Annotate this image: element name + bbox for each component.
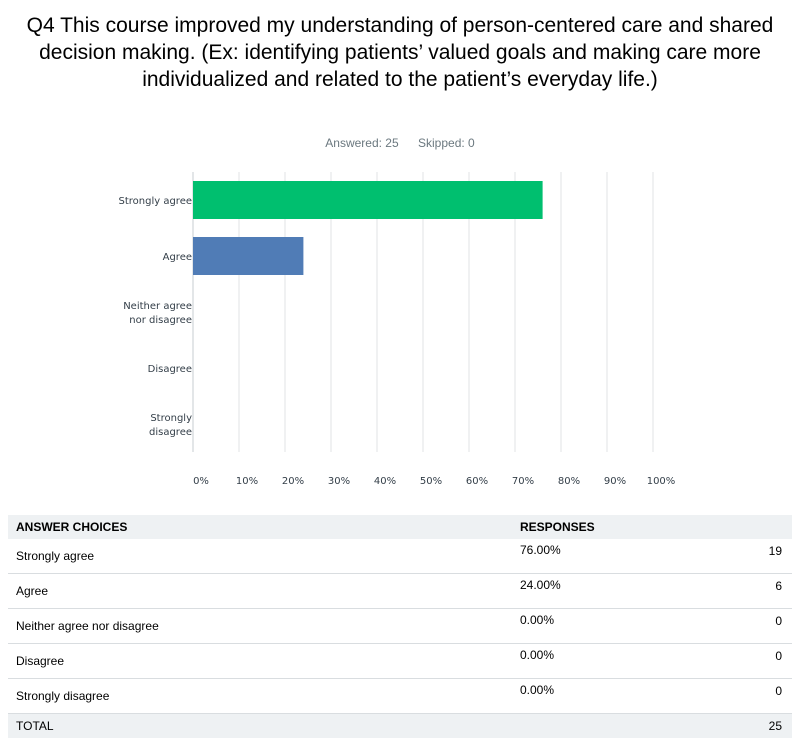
answer-choices-header: ANSWER CHOICES [8,515,512,539]
table-row: Agree 24.00% 6 [8,574,792,609]
x-tick-label: 50% [420,476,442,487]
x-tick-label: 80% [558,476,580,487]
table-row: Strongly disagree 0.00% 0 [8,679,792,714]
table-header-row: ANSWER CHOICES RESPONSES [8,515,792,539]
total-count: 25 [720,714,792,738]
table-row: Disagree 0.00% 0 [8,644,792,679]
responses-table: ANSWER CHOICES RESPONSES Strongly agree … [8,515,792,738]
bar [193,181,543,219]
row-count: 0 [720,679,792,714]
x-tick-label: 60% [466,476,488,487]
category-label: Strongly agree [118,196,192,207]
x-tick-label: 10% [236,476,258,487]
row-percent: 0.00% [512,644,720,679]
total-row: TOTAL 25 [8,714,792,738]
responses-header: RESPONSES [512,515,720,539]
bar [193,237,303,275]
row-percent: 0.00% [512,609,720,644]
x-tick-label: 40% [374,476,396,487]
category-label: Agree [163,252,192,263]
row-count: 6 [720,574,792,609]
x-tick-label: 90% [604,476,626,487]
answered-count: Answered: 25 [325,136,398,150]
row-choice: Strongly disagree [8,679,512,714]
row-choice: Neither agree nor disagree [8,609,512,644]
row-count: 19 [720,539,792,574]
x-tick-label: 0% [193,476,209,487]
table-row: Neither agree nor disagree 0.00% 0 [8,609,792,644]
row-percent: 24.00% [512,574,720,609]
response-stats: Answered: 25 Skipped: 0 [0,136,800,150]
x-tick-label: 70% [512,476,534,487]
chart-x-ticks: 0% 10% 20% 30% 40% 50% 60% 70% 80% 90% 100% [193,476,675,487]
question-title: Q4 This course improved my understanding… [14,12,786,93]
x-tick-label: 30% [328,476,350,487]
x-tick-label: 20% [282,476,304,487]
table-row: Strongly agree 76.00% 19 [8,539,792,574]
total-label: TOTAL [8,714,512,738]
x-tick-label: 100% [647,476,676,487]
category-label: Disagree [148,364,192,375]
chart-bars [193,181,543,275]
row-percent: 0.00% [512,679,720,714]
row-count: 0 [720,609,792,644]
row-choice: Disagree [8,644,512,679]
row-choice: Agree [8,574,512,609]
count-header [720,515,792,539]
row-choice: Strongly agree [8,539,512,574]
row-percent: 76.00% [512,539,720,574]
skipped-count: Skipped: 0 [418,136,475,150]
row-count: 0 [720,644,792,679]
